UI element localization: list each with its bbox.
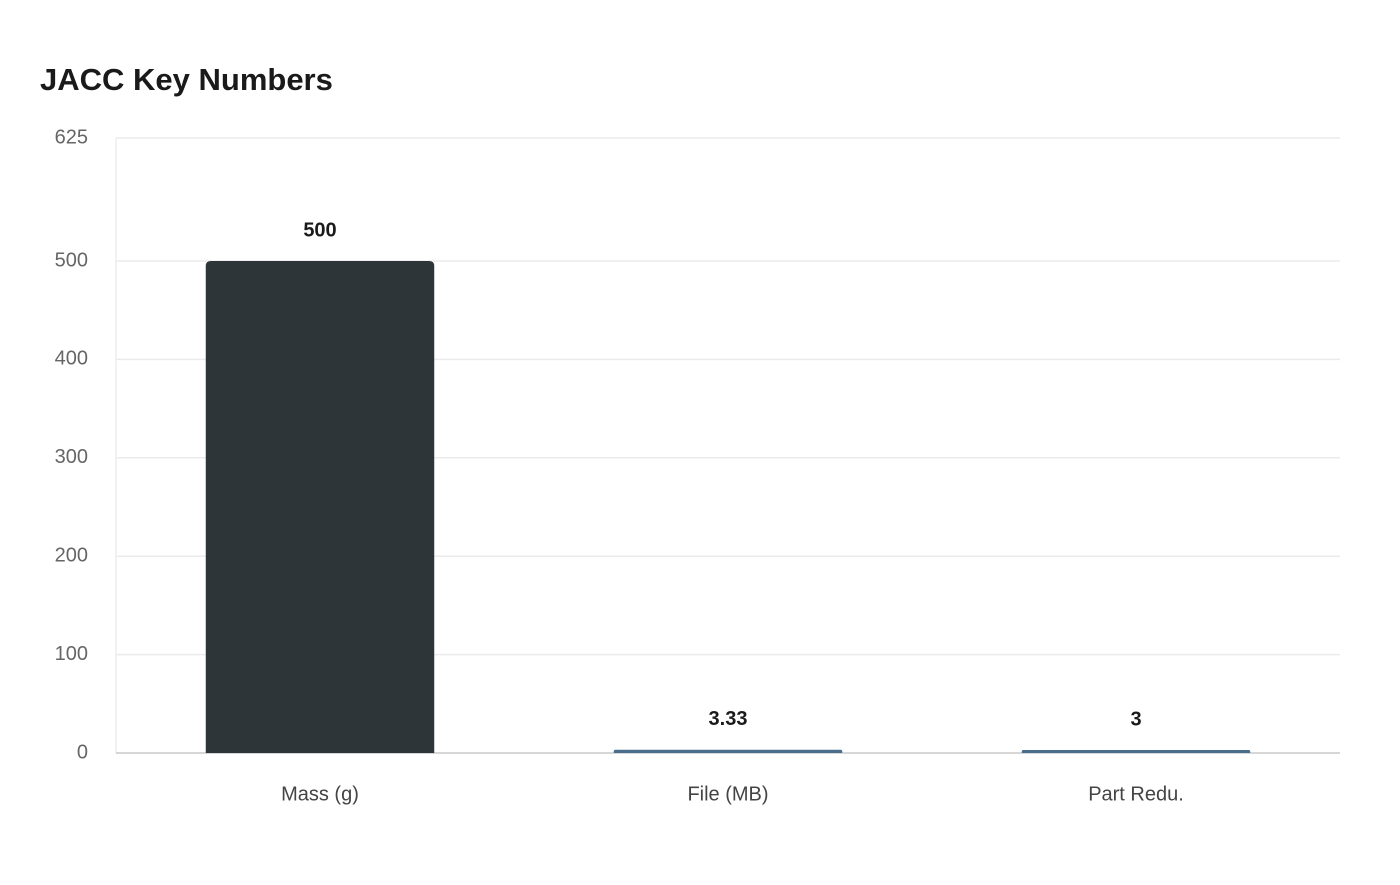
y-tick-label: 500	[55, 249, 88, 271]
y-tick-label: 400	[55, 348, 88, 370]
bar	[205, 261, 435, 753]
bar	[1021, 750, 1251, 753]
y-tick-label: 200	[55, 544, 88, 566]
value-label: 3.33	[709, 708, 748, 730]
x-tick-label: File (MB)	[687, 783, 768, 805]
y-tick-label: 100	[55, 643, 88, 665]
value-label: 3	[1130, 708, 1141, 730]
chart-title: JACC Key Numbers	[40, 62, 333, 97]
y-tick-label: 625	[55, 126, 88, 148]
x-tick-label: Part Redu.	[1088, 783, 1184, 805]
value-label: 500	[303, 219, 336, 241]
y-tick-label: 0	[77, 741, 88, 763]
y-tick-label: 300	[55, 446, 88, 468]
bar	[613, 749, 843, 753]
x-tick-label: Mass (g)	[281, 783, 359, 805]
